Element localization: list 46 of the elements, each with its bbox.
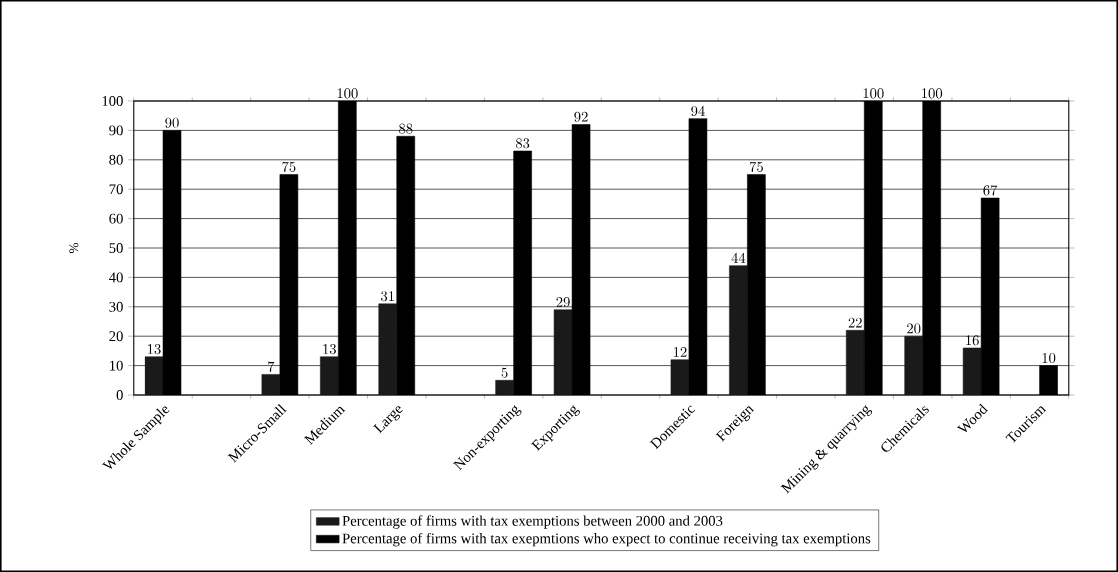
data-label: 20: [907, 323, 921, 334]
y-tick-label: 40: [109, 272, 123, 283]
y-tick-label: 60: [109, 213, 123, 224]
bar: [904, 335, 923, 395]
bar: [495, 380, 514, 395]
data-label: 22: [848, 317, 862, 328]
data-label: 100: [863, 88, 884, 99]
bar: [144, 356, 164, 395]
data-label: 13: [148, 344, 161, 355]
data-label: 100: [337, 88, 358, 99]
data-label: 10: [1042, 352, 1056, 363]
bar: [845, 330, 865, 395]
y-tick-label: 50: [109, 243, 123, 253]
bar: [378, 303, 398, 395]
bar: [261, 374, 281, 395]
y-axis-title: %: [69, 242, 79, 254]
legend-label: Percentage of firms with tax exepmtions who expect to continue receiving tax exemptions: [342, 532, 871, 547]
y-tick-label: 70: [109, 184, 123, 195]
data-label: 12: [673, 347, 687, 357]
data-label: 67: [983, 185, 998, 196]
legend-label: Percentage of firms with tax exemptions between 2000 and 2003: [342, 515, 723, 529]
y-tick-label: 80: [109, 154, 123, 165]
y-tick-label: 90: [109, 125, 123, 136]
y-tick-label: 0: [116, 390, 123, 400]
bar: [320, 356, 339, 395]
data-label: 16: [966, 335, 979, 346]
y-tick-label: 20: [109, 331, 123, 342]
y-tick-label: 100: [102, 96, 123, 106]
data-label: 29: [556, 297, 570, 308]
data-label: 90: [165, 117, 179, 128]
bar: [670, 359, 690, 395]
bar: [962, 347, 982, 395]
data-label: 31: [381, 291, 394, 302]
bar: [553, 309, 573, 395]
bar: [729, 265, 748, 395]
data-label: 83: [515, 138, 530, 149]
data-label: 100: [922, 88, 943, 99]
data-label: 5: [501, 367, 508, 378]
data-label: 92: [574, 111, 588, 122]
y-tick-label: 10: [110, 360, 123, 371]
data-label: 75: [749, 161, 763, 172]
y-tick-label: 30: [109, 301, 123, 312]
data-label: 94: [691, 105, 705, 117]
data-label: 44: [731, 252, 746, 263]
data-label: 75: [282, 161, 296, 172]
data-label: 13: [323, 344, 336, 355]
